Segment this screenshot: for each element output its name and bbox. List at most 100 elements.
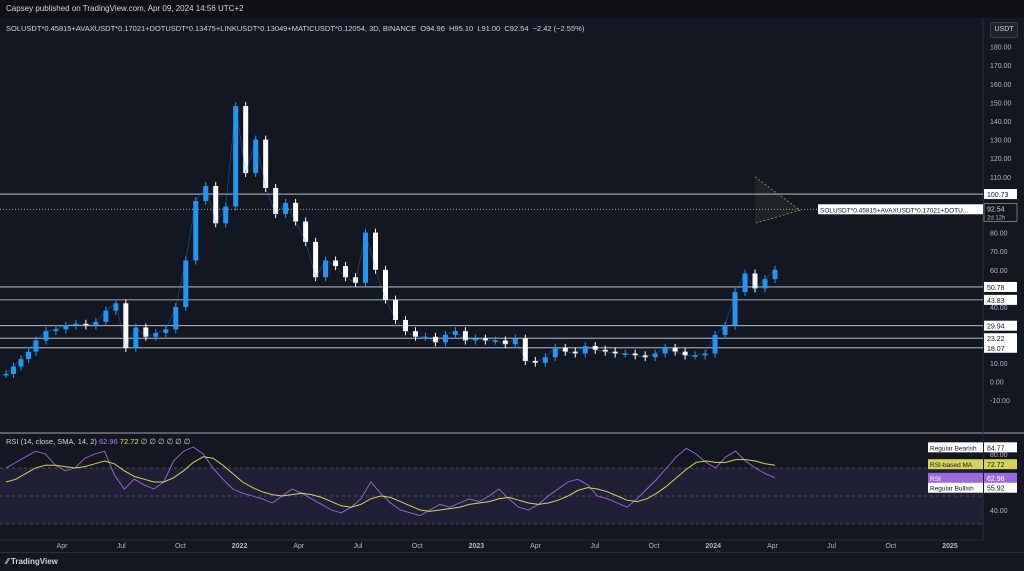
symbol-name[interactable]: SOLUSDT*0.45815+AVAXUSDT*0.17021+DOTUSDT… — [6, 24, 417, 33]
price-candle-body — [512, 338, 518, 345]
time-tick-label: Oct — [885, 543, 896, 550]
rsi-ma-line — [5, 456, 776, 512]
price-candle-body — [273, 187, 279, 214]
rsi-label-text: Regular Bullish — [930, 486, 974, 493]
level-tag-label: 43.83 — [987, 298, 1005, 305]
price-candle-body — [263, 139, 269, 188]
price-candle-body — [392, 299, 398, 321]
rsi-indicator-label[interactable]: RSI (14, close, SMA, 14, 2) — [6, 437, 97, 446]
rsi-value-tag — [984, 459, 1017, 470]
brand-name: TradingView — [10, 557, 58, 566]
rsi-value-label: 55.92 — [987, 486, 1005, 493]
price-tick-label: 180.00 — [990, 45, 1012, 52]
rsi-value-label: 84.77 — [987, 445, 1005, 452]
time-tick-label: 2025 — [942, 543, 958, 550]
time-tick-label: Apr — [530, 543, 542, 550]
countdown-label: 2d 12h — [987, 215, 1005, 221]
price-candle-body — [712, 334, 718, 354]
rsi-label-text: RSI-based MA — [930, 462, 973, 469]
price-candle-body — [682, 351, 688, 356]
time-tick-label: Oct — [175, 543, 186, 550]
rsi-value-label: 72.72 — [987, 462, 1005, 469]
low-value: L91.00 — [477, 24, 501, 33]
price-candle-body — [552, 347, 558, 358]
rsi-label-tag — [928, 472, 983, 483]
price-candle-body — [103, 310, 109, 322]
price-tick-label: 0.00 — [990, 379, 1004, 386]
price-tick-label: 140.00 — [990, 119, 1012, 126]
time-tick-label: 2023 — [469, 543, 485, 550]
level-tag — [984, 281, 1017, 292]
price-candle-body — [53, 329, 59, 332]
price-candle-body — [203, 186, 209, 201]
price-series-line — [5, 106, 776, 375]
price-candle-body — [472, 338, 478, 341]
time-tick-label: 2022 — [232, 543, 248, 550]
price-candle-body — [612, 351, 618, 354]
time-tick-label: Apr — [57, 543, 69, 550]
change-value: −2.42 (−2.55%) — [532, 24, 585, 33]
price-candle-body — [572, 351, 578, 354]
price-candle-body — [10, 366, 16, 374]
level-tag-label: 100.73 — [987, 192, 1009, 199]
rsi-label-tag — [928, 459, 983, 470]
price-candle-body — [83, 323, 89, 326]
rsi-value-label: 62.96 — [987, 476, 1005, 483]
price-candle-body — [213, 186, 219, 224]
price-candle-body — [153, 333, 159, 337]
price-candle-body — [462, 331, 468, 341]
rsi-extra-values: ∅ ∅ ∅ ∅ ∅ ∅ — [140, 437, 191, 446]
price-tick-label: -10.00 — [990, 398, 1010, 405]
price-candle-body — [193, 200, 199, 261]
price-candle-body — [133, 327, 139, 348]
price-candle-body — [602, 349, 608, 352]
last-price-label: 92.54 — [987, 206, 1005, 213]
price-candle-body — [662, 347, 668, 354]
currency-button[interactable]: USDT — [990, 22, 1018, 38]
price-candle-body — [692, 355, 698, 357]
price-candle-body — [632, 353, 638, 356]
price-candle-body — [722, 325, 728, 335]
price-candle-body — [143, 327, 149, 337]
price-candle-body — [18, 359, 24, 367]
last-price-tag — [983, 203, 1018, 222]
time-tick-label: Apr — [293, 543, 305, 550]
level-tag-label: 29.94 — [987, 324, 1005, 331]
time-tick-label: Oct — [412, 543, 423, 550]
price-tick-label: 130.00 — [990, 138, 1012, 145]
time-tick-label: Jul — [827, 543, 836, 550]
price-candle-body — [293, 202, 299, 222]
symbol-name-tag-label: SOLUSDT*0.45815+AVAXUSDT*0.17021+DOTU... — [820, 207, 968, 214]
level-tag-label: 18.07 — [987, 346, 1005, 353]
price-tick-label: 150.00 — [990, 100, 1012, 107]
price-candle-body — [672, 347, 678, 352]
rsi-legend: RSI (14, close, SMA, 14, 2) 62.96 72.72 … — [6, 437, 190, 446]
price-candle-body — [93, 321, 99, 326]
tradingview-logo[interactable]: ⁄⁄ TradingView — [6, 557, 58, 566]
price-tick-label: 110.00 — [990, 175, 1011, 182]
rsi-line — [5, 446, 776, 517]
price-candle-body — [303, 221, 309, 242]
time-tick-label: Jul — [354, 543, 363, 550]
rsi-label-tag — [928, 482, 983, 493]
rsi-label-text: Regular Bearish — [930, 445, 977, 452]
price-candle-body — [3, 373, 9, 376]
level-tag-label: 23.22 — [987, 336, 1005, 343]
price-candle-body — [622, 353, 628, 355]
price-tick-label: 170.00 — [990, 63, 1012, 70]
level-tag — [984, 294, 1017, 305]
price-candle-body — [33, 340, 39, 352]
rsi-tick-label: 80.00 — [990, 452, 1008, 459]
price-tick-label: 40.00 — [990, 305, 1008, 312]
price-tick-label: 120.00 — [990, 156, 1012, 163]
price-candle-body — [752, 273, 758, 289]
price-candle-body — [422, 336, 428, 339]
price-candle-body — [562, 347, 568, 352]
price-candle-body — [343, 266, 349, 278]
price-candle-body — [233, 106, 239, 207]
price-candle-body — [592, 346, 598, 350]
price-tick-label: 80.00 — [990, 231, 1008, 238]
price-candle-body — [542, 357, 548, 363]
rsi-ma-current-value: 72.72 — [119, 437, 139, 446]
